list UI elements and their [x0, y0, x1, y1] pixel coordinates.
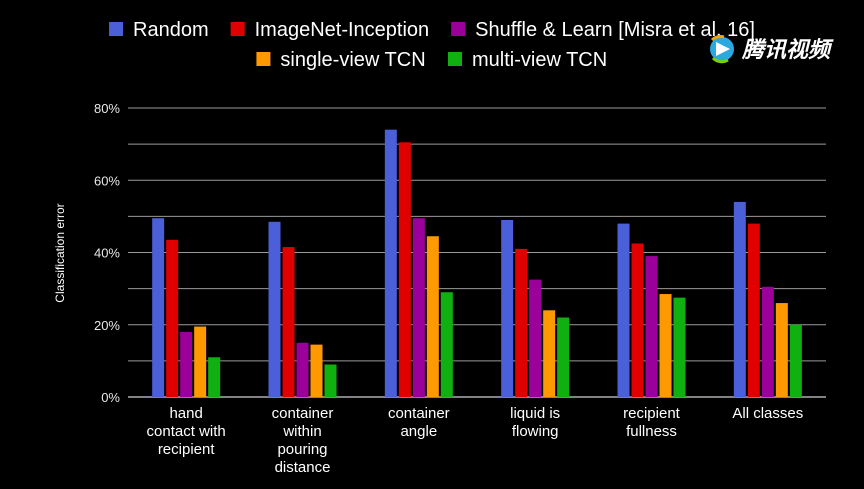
bar: [673, 297, 686, 397]
bar: [426, 236, 439, 397]
grid-lines: [128, 107, 826, 398]
x-tick-label: container angle: [388, 405, 450, 440]
play-logo-icon: [710, 35, 734, 64]
bar: [384, 129, 397, 398]
legend-label: multi-view TCN: [472, 49, 607, 71]
x-tick-label: container within pouring distance: [272, 405, 334, 476]
bar: [166, 239, 179, 397]
legend-swatch: [230, 22, 245, 36]
bar: [617, 223, 630, 397]
bar: [208, 357, 221, 397]
x-tick-label: recipient fullness: [623, 405, 681, 440]
y-tick-label: 0%: [101, 390, 120, 405]
bar: [268, 221, 281, 397]
bar: [789, 324, 802, 397]
bar: [440, 292, 453, 397]
y-axis-title: Classification error: [53, 203, 67, 302]
legend-label: Random: [133, 19, 209, 41]
legend-label: ImageNet-Inception: [255, 19, 430, 41]
bar: [747, 223, 760, 397]
legend: Random ImageNet-Inception Shuffle & Learn …: [109, 19, 755, 71]
bar: [529, 279, 542, 397]
y-tick-label: 60%: [94, 173, 120, 188]
bar: [152, 218, 165, 397]
bar: [194, 326, 207, 397]
bar: [324, 364, 337, 397]
bar: [501, 219, 514, 397]
bar: [761, 286, 774, 397]
watermark: 腾讯视频: [710, 35, 834, 64]
x-tick-label: liquid is flowing: [510, 405, 560, 440]
legend-swatch: [256, 52, 271, 66]
bar: [412, 218, 425, 397]
legend-swatch: [109, 22, 124, 36]
bar: [645, 256, 658, 397]
bar: [659, 294, 672, 397]
bar: [398, 142, 411, 397]
bar: [543, 310, 556, 397]
bar: [557, 317, 570, 397]
legend-swatch: [448, 52, 463, 66]
bar: [310, 344, 323, 397]
bar: [631, 243, 644, 397]
y-tick-label: 80%: [94, 101, 120, 116]
y-tick-label: 20%: [94, 318, 120, 333]
bar: [282, 247, 295, 397]
bar: [296, 342, 309, 397]
bar: [180, 331, 193, 397]
legend-label: single-view TCN: [280, 49, 425, 71]
bar: [515, 248, 528, 397]
watermark-text: 腾讯视频: [741, 37, 834, 62]
bars: [152, 129, 802, 398]
x-tick-label: hand contact with recipient: [147, 405, 226, 458]
bar: [775, 303, 788, 397]
x-axis-categories: hand contact with recipient container within…: [147, 405, 804, 476]
legend-label: Shuffle & Learn [Misra et al. 16]: [475, 19, 755, 41]
y-axis-ticks: 0% 20% 40% 60% 80%: [94, 101, 120, 405]
bar: [733, 201, 746, 397]
x-tick-label: All classes: [732, 405, 803, 422]
y-tick-label: 40%: [94, 246, 120, 261]
legend-swatch: [451, 22, 466, 36]
